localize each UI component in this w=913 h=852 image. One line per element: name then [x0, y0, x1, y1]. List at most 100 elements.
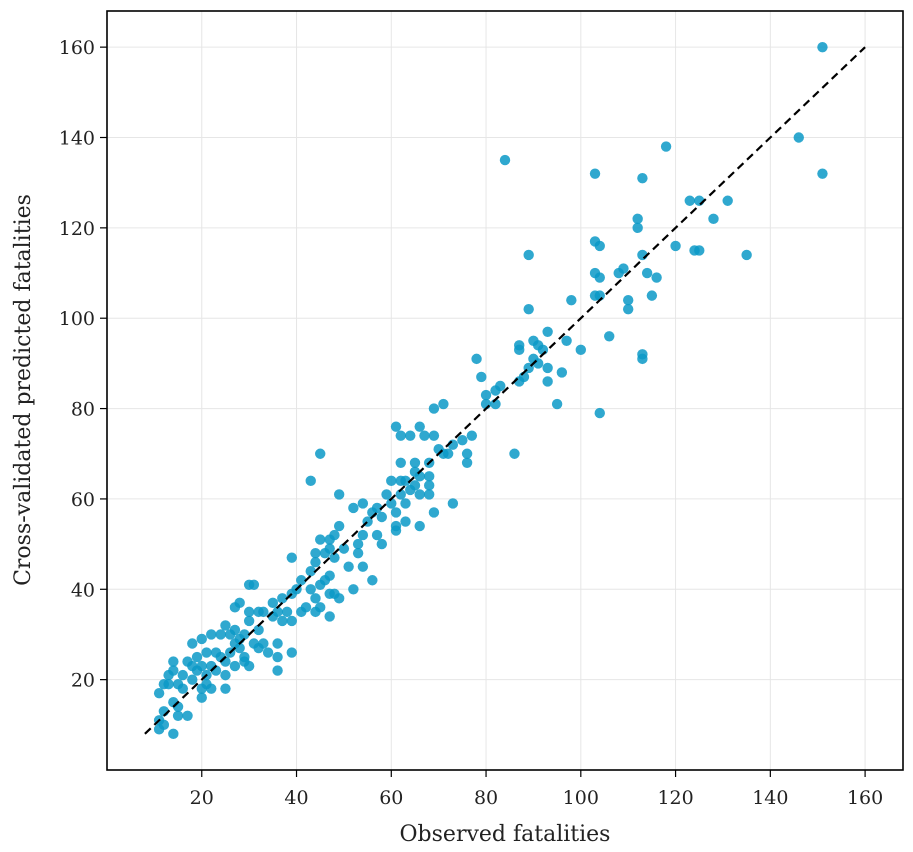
- data-point: [206, 683, 217, 694]
- data-point: [191, 665, 203, 676]
- data-point: [286, 615, 297, 627]
- x-tick-label: 60: [379, 787, 403, 809]
- data-point: [277, 615, 288, 627]
- data-point: [575, 344, 587, 356]
- data-point: [277, 593, 288, 604]
- data-point: [566, 294, 577, 306]
- data-point: [428, 507, 440, 518]
- data-point: [376, 538, 388, 550]
- data-point: [480, 389, 492, 401]
- data-point: [622, 303, 634, 315]
- data-point: [310, 556, 321, 568]
- data-point: [153, 724, 165, 735]
- data-point: [476, 371, 487, 383]
- data-point: [187, 638, 198, 649]
- data-point: [400, 475, 411, 487]
- data-point: [272, 665, 283, 676]
- data-point: [168, 728, 179, 740]
- data-point: [352, 538, 364, 550]
- data-point: [632, 222, 643, 234]
- data-point: [319, 547, 331, 559]
- data-point: [684, 195, 695, 206]
- data-point: [296, 606, 307, 618]
- data-point: [371, 529, 383, 541]
- data-point: [414, 471, 425, 482]
- data-point: [400, 498, 411, 509]
- data-point: [461, 457, 473, 468]
- data-point: [243, 615, 255, 627]
- data-point: [333, 593, 345, 604]
- data-point: [447, 498, 459, 509]
- data-point: [338, 543, 350, 554]
- data-point: [414, 421, 425, 432]
- data-point: [267, 597, 279, 609]
- data-point: [428, 430, 440, 441]
- data-point: [651, 272, 662, 283]
- data-point: [414, 489, 425, 500]
- data-point: [348, 584, 359, 595]
- data-point: [315, 534, 326, 545]
- data-point: [589, 168, 601, 179]
- x-tick-label: 40: [284, 787, 308, 809]
- data-point: [542, 326, 553, 337]
- data-point: [305, 566, 316, 577]
- y-tick-label: 160: [59, 37, 95, 59]
- data-point: [177, 669, 189, 681]
- data-point: [191, 651, 203, 663]
- data-point: [646, 290, 658, 301]
- y-tick-label: 120: [59, 218, 95, 240]
- data-point: [229, 660, 241, 672]
- data-point: [466, 430, 478, 441]
- data-point: [220, 620, 231, 631]
- data-point: [224, 629, 236, 640]
- data-point: [390, 421, 402, 432]
- data-point: [376, 511, 388, 523]
- data-point: [243, 606, 255, 618]
- data-point: [381, 489, 392, 500]
- data-point: [324, 534, 335, 545]
- y-tick-label: 40: [71, 579, 95, 601]
- data-point: [670, 240, 681, 252]
- x-tick-label: 160: [847, 787, 883, 809]
- data-point: [286, 647, 297, 658]
- data-point: [523, 303, 534, 315]
- data-point: [405, 430, 416, 441]
- data-point: [286, 552, 297, 563]
- data-point: [423, 489, 435, 500]
- x-tick-label: 140: [752, 787, 788, 809]
- data-point: [206, 629, 217, 640]
- data-point: [305, 584, 316, 595]
- data-point: [315, 579, 326, 590]
- data-point: [390, 507, 402, 518]
- data-point: [423, 471, 435, 482]
- data-point: [509, 448, 520, 459]
- data-point: [324, 588, 335, 600]
- data-point: [262, 647, 274, 658]
- data-point: [310, 547, 321, 559]
- y-tick-label: 20: [71, 670, 95, 692]
- data-point: [196, 633, 207, 645]
- data-point: [168, 656, 179, 667]
- axis-ticks: 20 40 60 80 100 120 140 160 20 40 60 80 100 120 140 160: [59, 37, 883, 809]
- data-point: [438, 398, 449, 410]
- x-tick-label: 100: [563, 787, 599, 809]
- data-point: [495, 380, 506, 392]
- data-point: [689, 245, 700, 256]
- data-point: [817, 168, 828, 179]
- data-point: [461, 448, 473, 459]
- data-point: [632, 213, 643, 225]
- data-point: [305, 475, 316, 487]
- data-point: [514, 344, 525, 356]
- data-point: [253, 624, 264, 636]
- data-point: [395, 489, 406, 500]
- data-point: [641, 267, 653, 279]
- data-point: [310, 593, 321, 604]
- data-point: [386, 475, 397, 487]
- data-point: [163, 678, 174, 690]
- data-point: [196, 683, 207, 694]
- data-point: [281, 606, 293, 618]
- data-point: [414, 520, 425, 532]
- data-point: [499, 154, 511, 166]
- data-point: [182, 710, 193, 721]
